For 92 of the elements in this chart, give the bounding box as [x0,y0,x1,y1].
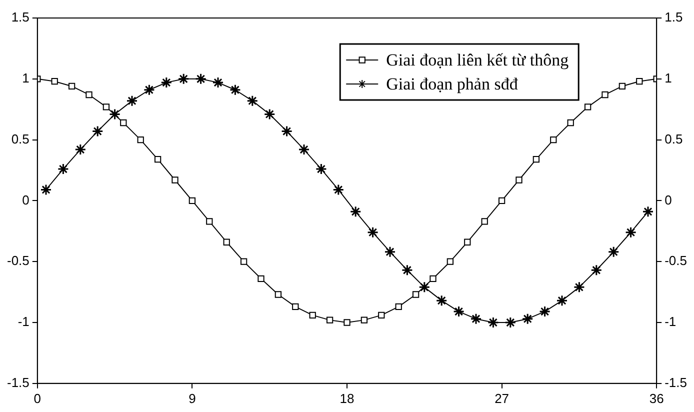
point [556,294,568,306]
point [487,316,499,328]
point [498,197,506,204]
y-tick-label: 0 [22,192,30,208]
point [470,313,482,325]
point [223,238,230,246]
x-tick-label: 27 [494,390,510,406]
point [360,316,368,324]
point [539,306,551,318]
x-tick-label: 36 [649,390,664,406]
y2-tick-label: -1.5 [664,374,688,390]
y-tick-label: 0.5 [11,131,30,146]
point [298,144,310,156]
point [51,78,58,85]
point [401,264,413,276]
point [206,218,213,225]
point [57,163,69,175]
point [608,246,620,258]
point [642,206,654,218]
point [40,184,52,196]
point [602,91,608,98]
point [92,126,104,138]
point [636,78,643,85]
y2-tick-label: -0.5 [664,253,688,268]
point [178,73,190,85]
point [350,206,362,218]
y2-tick-label: -1 [664,314,676,330]
point [625,226,637,238]
point [412,291,420,298]
point [315,163,327,175]
point [344,319,350,326]
point [195,73,207,85]
point [584,104,592,110]
point [481,218,488,225]
y-tick-label: -1.5 [6,374,30,390]
x-tick-label: 0 [34,390,42,406]
point [274,291,282,298]
point [436,294,448,306]
y2-tick-label: 1.5 [664,10,683,25]
point [258,275,264,282]
x-tick-label: 18 [340,390,354,406]
y-tick-label: 1.5 [11,10,30,25]
point [172,176,178,184]
point [212,76,224,88]
y2-tick-label: 1 [664,70,672,86]
point [464,238,471,246]
point [618,82,626,90]
point [522,313,534,325]
y-tick-label: -1 [18,314,30,330]
point [384,246,396,258]
point [86,91,92,98]
point [143,84,155,96]
point [240,258,248,265]
point [532,156,540,163]
point [109,108,121,120]
point [264,108,276,120]
point [332,184,344,196]
point [326,316,334,324]
point [246,95,258,107]
point [573,281,585,293]
point [120,119,127,126]
y2-tick-label: 0 [664,192,672,208]
legend-label: Giai đoạn liên kết từ thông [386,50,570,70]
y-tick-label: -0.5 [6,253,30,268]
point [418,281,430,293]
y2-tick-label: 0.5 [664,131,683,146]
point [453,306,465,318]
point [378,312,385,319]
point [160,76,172,88]
y-tick-label: 1 [22,70,30,86]
point [430,275,436,282]
legend-label: Giai đoạn phản sđđ [386,74,518,94]
point [516,176,522,184]
point [367,226,379,238]
point [137,136,144,144]
point [281,126,293,138]
point [309,312,316,319]
point [74,144,86,156]
point [395,303,402,310]
point [590,264,602,276]
point [550,136,557,144]
point [102,104,110,110]
point [188,197,196,204]
point [567,119,574,126]
x-tick-label: 9 [188,390,196,406]
point [446,258,454,265]
point [154,156,162,163]
point [292,303,299,310]
point [126,95,138,107]
point [68,82,76,90]
point [229,84,241,96]
point [504,316,516,328]
